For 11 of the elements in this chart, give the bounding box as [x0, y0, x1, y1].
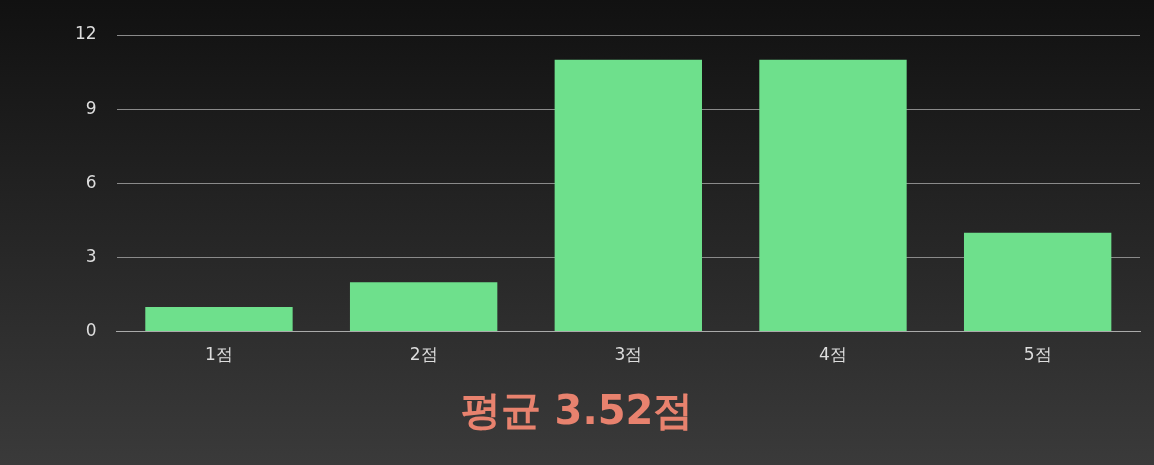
- x-tick-label: 1점: [205, 344, 233, 365]
- y-tick-label: 3: [85, 245, 97, 266]
- x-tick-label: 3점: [614, 344, 643, 365]
- y-tick-label: 6: [85, 171, 97, 192]
- y-tick-label: 12: [74, 23, 97, 44]
- y-tick-label: 0: [85, 320, 97, 341]
- text: 평균 3.52점: [460, 386, 694, 435]
- x-tick-label: 2점: [409, 344, 438, 365]
- x-tick-label: 4점: [819, 344, 847, 365]
- x-tick-label: 5점: [1023, 344, 1052, 365]
- y-tick-label: 9: [85, 97, 97, 118]
